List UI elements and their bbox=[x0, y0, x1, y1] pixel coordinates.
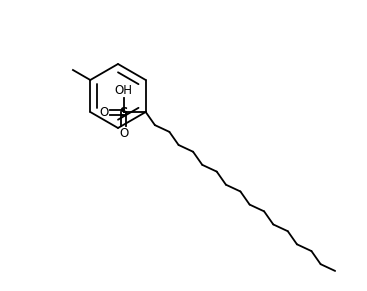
Text: S: S bbox=[120, 106, 128, 118]
Text: O: O bbox=[99, 106, 109, 118]
Text: OH: OH bbox=[115, 84, 133, 97]
Text: O: O bbox=[119, 127, 128, 140]
